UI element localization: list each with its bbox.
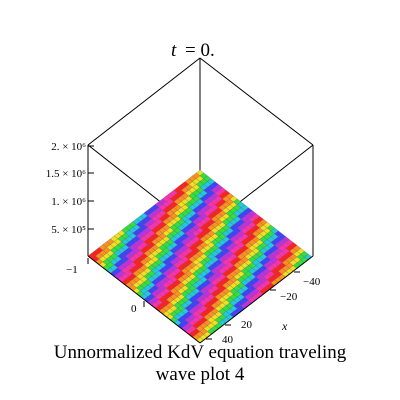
surface-mesh xyxy=(87,169,313,344)
x-tick-label: 40 xyxy=(222,334,234,346)
title-value: = 0. xyxy=(185,40,215,61)
plot-title: t = 0. xyxy=(171,40,215,61)
caption-line-1: Unnormalized KdV equation traveling xyxy=(53,342,347,363)
z-axis xyxy=(88,145,94,230)
z-tick-label: 2. × 10⁶ xyxy=(51,141,86,153)
z-tick-label: 5. × 10⁵ xyxy=(51,224,86,236)
front-edges xyxy=(87,255,314,344)
z-tick-label: 1.5 × 10⁶ xyxy=(46,168,86,180)
x-tick-label: −20 xyxy=(280,291,298,303)
caption-line-2: wave plot 4 xyxy=(155,364,245,385)
box-edge xyxy=(199,57,314,146)
y-tick-label: 0 xyxy=(131,303,137,315)
x-axis-label: x xyxy=(281,319,288,333)
figure-caption: Unnormalized KdV equation traveling wave… xyxy=(0,342,400,386)
x-axis xyxy=(206,271,300,340)
y-axis xyxy=(87,258,145,307)
z-tick-label: 1. × 10⁶ xyxy=(51,196,86,208)
box-edge xyxy=(87,255,201,344)
y-tick-label: −1 xyxy=(66,264,78,276)
box-edge xyxy=(199,255,314,344)
title-variable: t xyxy=(171,40,177,61)
box-edge xyxy=(87,57,201,146)
x-tick-label: 20 xyxy=(241,319,253,331)
x-tick-label: −40 xyxy=(303,276,321,288)
